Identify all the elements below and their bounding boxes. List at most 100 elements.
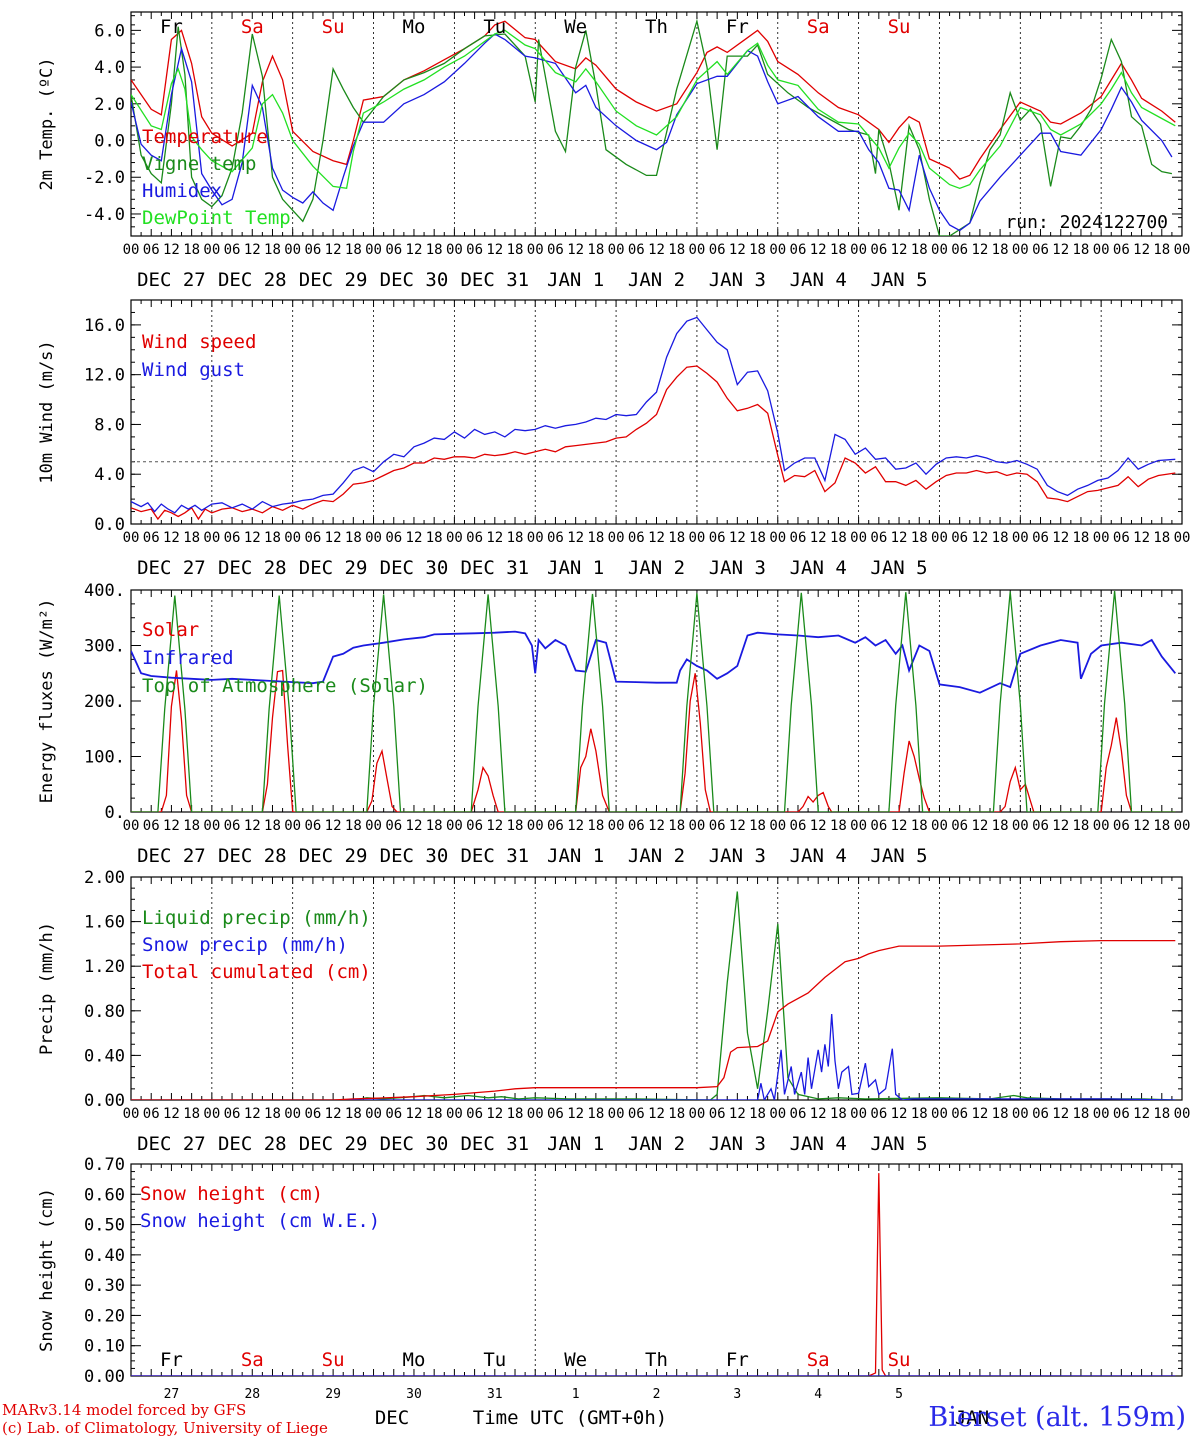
date-label: DEC 29: [299, 845, 368, 867]
y-tick-label: 8.0: [94, 415, 125, 435]
hour-tick-label: 06: [224, 1106, 241, 1122]
day-number: 2: [653, 1387, 661, 1402]
hour-tick-label: 18: [264, 242, 281, 258]
hour-tick-label: 12: [567, 1106, 584, 1122]
hour-tick-label: 18: [264, 530, 281, 546]
day-number: 5: [895, 1387, 903, 1402]
hour-tick-label: 18: [183, 1106, 200, 1122]
series-group: [131, 1173, 1176, 1376]
hour-tick-label: 12: [648, 818, 665, 834]
y-axis-label: 2m Temp. (ºC): [37, 57, 57, 190]
series-group: [131, 316, 1176, 521]
y-tick-label: -4.0: [84, 205, 125, 225]
series-line-vigne-temp: [131, 18, 1173, 236]
day-number: 4: [814, 1387, 822, 1402]
y-tick-label: 0.00: [84, 1091, 125, 1111]
hour-tick-label: 06: [466, 242, 483, 258]
date-label: DEC 27: [137, 845, 206, 867]
hour-tick-label: 00: [850, 242, 867, 258]
legend-entry: Solar: [142, 619, 199, 641]
hour-tick-label: 12: [891, 530, 908, 546]
month-label-dec: DEC: [375, 1407, 409, 1429]
hour-tick-label: 12: [163, 818, 180, 834]
hour-tick-label: 12: [1133, 530, 1150, 546]
hour-tick-label: 18: [749, 242, 766, 258]
hour-tick-label: 00: [527, 818, 544, 834]
date-label: DEC 29: [299, 557, 368, 579]
hour-tick-label: 00: [608, 530, 625, 546]
hour-tick-label: 06: [1113, 242, 1130, 258]
hour-tick-label: 18: [587, 1106, 604, 1122]
date-label: JAN 2: [628, 269, 685, 291]
hour-tick-label: 18: [426, 1106, 443, 1122]
hour-tick-label: 12: [244, 818, 261, 834]
series-line-dewpoint-temp: [131, 29, 1176, 190]
date-label: JAN 1: [547, 269, 604, 291]
legend-entry: Snow height (cm W.E.): [140, 1210, 380, 1232]
y-tick-label: 0.0: [94, 515, 125, 535]
legend-entry: Wind gust: [142, 359, 245, 381]
hour-tick-label: 18: [749, 1106, 766, 1122]
legend-entry: Snow precip (mm/h): [142, 934, 348, 956]
legend-entry: Snow height (cm): [140, 1183, 323, 1205]
hour-tick-label: 18: [345, 530, 362, 546]
hour-tick-label: 18: [992, 242, 1009, 258]
hour-tick-label: 18: [587, 530, 604, 546]
weekday-label: Th: [645, 1349, 668, 1371]
hour-tick-label: 18: [345, 1106, 362, 1122]
date-label: JAN 5: [870, 269, 927, 291]
series-line-top-of-atmosphere-solar-: [131, 591, 1176, 812]
hour-tick-label: 06: [466, 530, 483, 546]
hour-tick-label: 06: [709, 242, 726, 258]
hour-tick-label: 18: [1073, 530, 1090, 546]
panel-frame: [130, 299, 1183, 525]
hour-tick-label: 06: [385, 1106, 402, 1122]
hour-tick-label: 12: [325, 1106, 342, 1122]
date-label: DEC 28: [218, 557, 287, 579]
hour-tick-label: 00: [446, 242, 463, 258]
hour-tick-label: 18: [507, 1106, 524, 1122]
y-tick-label: 4.0: [94, 465, 125, 485]
hour-tick-label: 12: [567, 818, 584, 834]
hour-tick-label: 18: [668, 530, 685, 546]
weekday-label: Sa: [241, 1349, 264, 1371]
date-label: DEC 29: [299, 269, 368, 291]
hour-tick-label: 06: [628, 1106, 645, 1122]
hour-tick-label: 00: [608, 242, 625, 258]
y-tick-label: 0.30: [84, 1276, 125, 1296]
date-label: JAN 3: [709, 845, 766, 867]
hour-tick-label: 18: [830, 1106, 847, 1122]
hour-tick-label: 18: [749, 818, 766, 834]
hour-tick-label: 12: [1052, 818, 1069, 834]
hour-tick-label: 06: [466, 818, 483, 834]
series-line-snow-precip-mm-h-: [131, 1014, 1176, 1100]
hour-tick-label: 12: [406, 242, 423, 258]
hour-tick-label: 12: [891, 818, 908, 834]
hour-tick-label: 18: [992, 1106, 1009, 1122]
hour-tick-label: 00: [365, 530, 382, 546]
date-label: DEC 28: [218, 845, 287, 867]
y-tick-label: 0.50: [84, 1216, 125, 1236]
hour-tick-label: 06: [143, 530, 160, 546]
hour-tick-label: 12: [567, 530, 584, 546]
hour-tick-label: 00: [769, 818, 786, 834]
hour-tick-label: 18: [507, 530, 524, 546]
hour-tick-label: 12: [244, 242, 261, 258]
weekday-label: Fr: [160, 1349, 183, 1371]
date-label: DEC 27: [137, 557, 206, 579]
hour-tick-label: 12: [1052, 242, 1069, 258]
y-tick-label: 0.40: [84, 1246, 125, 1266]
hour-tick-label: 12: [648, 530, 665, 546]
hour-tick-label: 06: [1113, 1106, 1130, 1122]
hour-tick-label: 12: [486, 1106, 503, 1122]
time-axis-label: Time UTC (GMT+0h): [473, 1407, 667, 1429]
hour-tick-label: 12: [244, 530, 261, 546]
weekday-label: Sa: [807, 1349, 830, 1371]
weekday-label: Su: [322, 1349, 345, 1371]
hour-tick-label: 18: [1073, 818, 1090, 834]
hour-tick-label: 00: [203, 1106, 220, 1122]
series-group: [131, 591, 1176, 812]
y-tick-label: 0.70: [84, 1155, 125, 1175]
y-tick-label: -2.0: [84, 168, 125, 188]
